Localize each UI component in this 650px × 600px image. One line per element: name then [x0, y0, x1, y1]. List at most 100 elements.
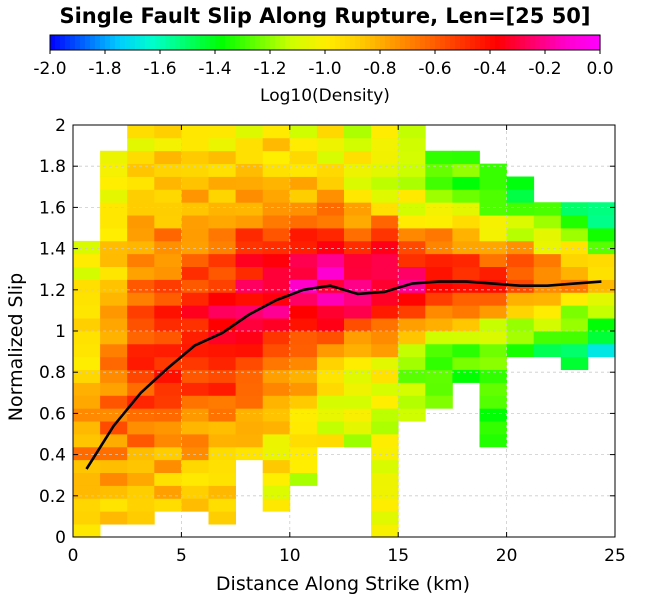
heatmap-cell	[316, 163, 345, 177]
y-tick-label: 1.4	[39, 240, 66, 260]
colorbar-segment	[525, 35, 531, 50]
heatmap-cell	[344, 421, 372, 435]
y-axis-label: Normalized Slip	[5, 273, 27, 421]
heatmap-cell	[208, 150, 236, 165]
heatmap-cell	[235, 343, 264, 358]
heatmap-cell	[371, 318, 399, 332]
heatmap-cell	[154, 253, 182, 268]
heatmap-cell	[100, 395, 128, 409]
heatmap-cell	[587, 305, 616, 319]
heatmap-cell	[560, 228, 589, 242]
heatmap-cell	[289, 434, 318, 448]
heatmap-cell	[181, 240, 209, 255]
heatmap-cell	[154, 125, 182, 139]
colorbar-segment	[95, 35, 101, 50]
colorbar-segment	[575, 35, 581, 50]
heatmap-cell	[398, 176, 426, 190]
colorbar-segment	[245, 35, 251, 50]
heatmap-cell	[533, 202, 562, 216]
heatmap-cell	[587, 202, 616, 216]
heatmap-cell	[560, 292, 589, 306]
heatmap-cell	[127, 485, 155, 499]
heatmap-cell	[154, 215, 182, 229]
heatmap-cell	[73, 240, 101, 255]
heatmap-cell	[154, 395, 182, 409]
heatmap-cell	[316, 176, 345, 190]
heatmap-cell	[262, 163, 291, 177]
heatmap-cell	[289, 215, 318, 229]
heatmap-cell	[560, 343, 589, 358]
heatmap-cell	[425, 215, 453, 229]
heatmap-cell	[208, 343, 236, 358]
heatmap-cell	[100, 215, 128, 229]
heatmap-cell	[398, 395, 426, 409]
heatmap-cell	[208, 240, 236, 255]
heatmap-cell	[533, 331, 562, 345]
heatmap-cell	[262, 434, 291, 448]
heatmap-cell	[316, 395, 345, 409]
heatmap-cell	[479, 331, 507, 345]
heatmap-cell	[398, 382, 426, 396]
heatmap-cell	[398, 189, 426, 203]
heatmap-cell	[100, 176, 128, 190]
heatmap-cell	[479, 434, 507, 448]
heatmap-cell	[344, 176, 372, 190]
heatmap-cell	[154, 421, 182, 435]
heatmap-cell	[398, 228, 426, 242]
colorbar-segment	[220, 35, 226, 50]
heatmap-cell	[289, 176, 318, 190]
heatmap-cell	[316, 253, 345, 268]
colorbar-segment	[460, 35, 466, 50]
heatmap-cell	[316, 215, 345, 229]
heatmap-cell	[208, 279, 236, 293]
heatmap-cell	[154, 459, 182, 474]
heatmap-cell	[479, 163, 507, 177]
heatmap-cell	[100, 459, 128, 474]
heatmap-cell	[371, 215, 399, 229]
heatmap-cell	[127, 125, 155, 139]
heatmap-cell	[344, 408, 372, 422]
heatmap-cell	[208, 305, 236, 319]
heatmap-cell	[262, 253, 291, 268]
colorbar-segment	[595, 35, 601, 50]
heatmap-cell	[344, 434, 372, 448]
heatmap-cell	[506, 305, 535, 319]
colorbar-segment	[490, 35, 496, 50]
colorbar-segment	[570, 35, 576, 50]
heatmap-cell	[73, 498, 101, 512]
heatmap-cell	[289, 150, 318, 165]
heatmap-cell	[479, 408, 507, 422]
heatmap-cell	[262, 382, 291, 396]
heatmap-cell	[425, 150, 453, 165]
heatmap-cell	[587, 343, 616, 358]
heatmap-cell	[208, 434, 236, 448]
colorbar-segment	[480, 35, 486, 50]
heatmap-cell	[452, 305, 480, 319]
heatmap-cell	[154, 176, 182, 190]
heatmap-cell	[127, 434, 155, 448]
y-tick-label: 0.4	[39, 446, 66, 466]
heatmap-cell	[316, 331, 345, 345]
heatmap-cell	[425, 176, 453, 190]
colorbar-segment	[55, 35, 61, 50]
heatmap-cell	[316, 382, 345, 396]
heatmap-cell	[73, 485, 101, 499]
heatmap-cell	[425, 369, 453, 383]
heatmap-cell	[398, 369, 426, 383]
heatmap-cell	[344, 150, 372, 165]
heatmap-cell	[208, 485, 236, 499]
heatmap-cell	[262, 446, 291, 461]
heatmap-cell	[73, 421, 101, 435]
heatmap-cell	[479, 228, 507, 242]
heatmap-cell	[73, 343, 101, 358]
colorbar-segment	[85, 35, 91, 50]
colorbar-tick-label: -0.8	[363, 59, 396, 79]
heatmap-cell	[344, 382, 372, 396]
heatmap-cell	[316, 292, 345, 306]
y-tick-label: 0.2	[39, 487, 66, 507]
heatmap-cell	[73, 524, 101, 538]
heatmap-cell	[452, 343, 480, 358]
heatmap-cell	[100, 472, 128, 486]
y-tick-label: 0.8	[39, 363, 66, 383]
